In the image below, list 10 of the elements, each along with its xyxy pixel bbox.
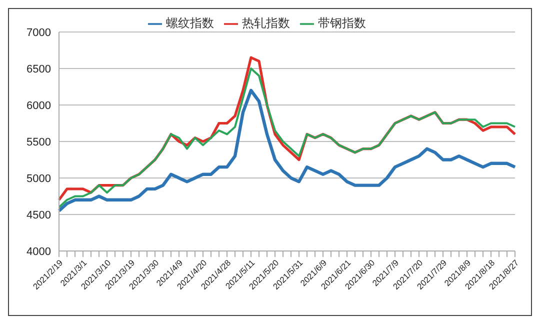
- y-tick-label: 6000: [26, 100, 51, 112]
- y-tick-label: 5000: [26, 172, 51, 185]
- legend-label: 螺纹指数: [166, 16, 214, 30]
- legend-label: 带钢指数: [318, 16, 366, 30]
- legend-label: 热轧指数: [242, 16, 290, 30]
- y-tick-label: 5500: [26, 136, 51, 148]
- y-tick-label: 6500: [26, 63, 51, 76]
- y-tick-label: 7000: [26, 26, 51, 39]
- y-tick-label: 4500: [26, 209, 51, 222]
- y-tick-label: 4000: [26, 246, 51, 258]
